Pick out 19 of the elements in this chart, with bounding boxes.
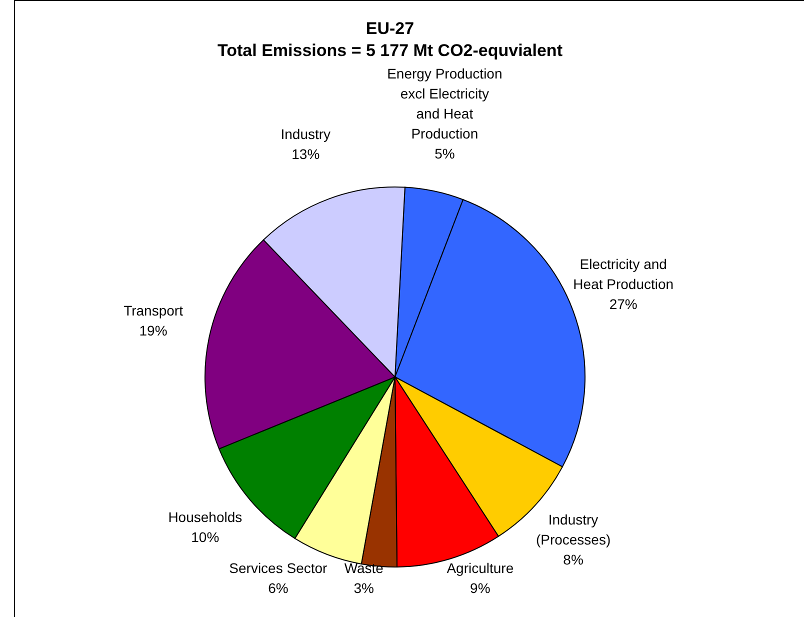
slice-label: Electricity and Heat Production [573,256,674,292]
slice-label: Households [168,509,242,526]
slice-label: Agriculture [446,560,514,576]
data-label: 8% [563,552,584,568]
slice-label: Industry [280,126,331,142]
data-label: 13% [292,146,320,162]
data-label: 6% [268,580,288,596]
slice-label: Energy Production excl Electricity and Heat Production [387,66,502,142]
data-label: 19% [139,322,168,339]
slice-label: Waste [344,560,384,576]
slice-label: Services Sector [229,560,328,576]
data-label: 5% [434,146,455,162]
slice-label: Transport [124,302,184,319]
data-label: 10% [191,529,220,546]
chart-title: EU-27 Total Emissions = 5 177 Mt CO2-equvialent [216,18,564,62]
data-label: 9% [470,580,490,596]
data-label: 3% [354,580,374,596]
data-label: 27% [609,296,638,312]
slice-label: Industry (Processes) [536,512,611,548]
